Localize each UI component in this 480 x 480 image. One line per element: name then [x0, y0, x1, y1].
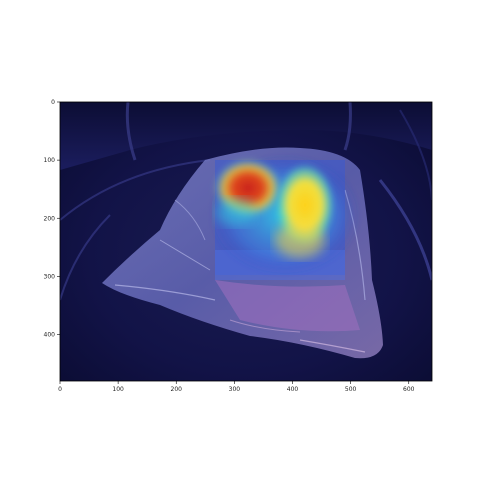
x-axis: 0 100 200 300 400 500 600 — [58, 381, 415, 393]
y-tick-label: 100 — [44, 157, 56, 164]
y-tick-label: 200 — [44, 215, 56, 222]
x-tick-label: 500 — [345, 386, 357, 393]
x-tick-label: 200 — [171, 386, 183, 393]
axes-frame — [59, 101, 433, 382]
x-tick-label: 300 — [229, 386, 241, 393]
y-axis: 0 100 200 300 400 — [44, 99, 60, 339]
y-tick-label: 400 — [44, 332, 56, 339]
x-tick-label: 600 — [403, 386, 415, 393]
x-tick-label: 100 — [112, 386, 124, 393]
y-tick-label: 300 — [44, 273, 56, 280]
y-tick-label: 0 — [51, 99, 55, 106]
x-tick-label: 400 — [287, 386, 299, 393]
x-tick-label: 0 — [58, 386, 62, 393]
heatmap-photo — [60, 102, 432, 381]
